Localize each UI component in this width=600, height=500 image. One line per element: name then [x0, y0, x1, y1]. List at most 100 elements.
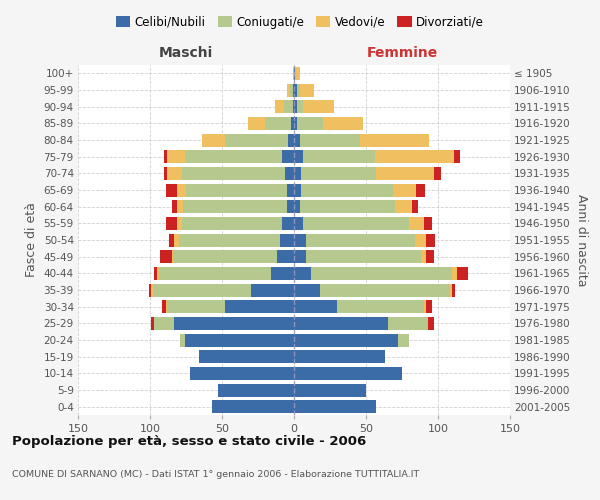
Bar — [295, 67, 300, 80]
Bar — [175, 317, 294, 330]
Bar — [202, 134, 225, 146]
Bar — [294, 217, 302, 230]
Y-axis label: Anni di nascita: Anni di nascita — [575, 194, 587, 286]
Bar — [164, 167, 167, 180]
Bar — [212, 400, 294, 413]
Bar — [427, 250, 434, 263]
Bar — [454, 150, 460, 163]
Bar — [320, 284, 449, 296]
Bar — [167, 150, 185, 163]
Bar — [294, 117, 297, 130]
Bar — [178, 200, 183, 213]
Bar — [409, 217, 424, 230]
Bar — [271, 267, 294, 280]
Bar — [424, 300, 427, 313]
Bar — [457, 267, 468, 280]
Bar — [178, 184, 186, 196]
Bar — [297, 84, 300, 96]
Bar — [175, 234, 179, 246]
Bar — [300, 84, 314, 96]
Bar — [374, 150, 454, 163]
Bar — [182, 217, 283, 230]
Bar — [294, 400, 376, 413]
Bar — [294, 184, 301, 196]
Bar — [360, 134, 430, 146]
Bar — [294, 67, 295, 80]
Bar — [248, 117, 265, 130]
Bar — [412, 200, 418, 213]
Bar — [294, 100, 297, 113]
Bar — [294, 300, 337, 313]
Text: Popolazione per età, sesso e stato civile - 2006: Popolazione per età, sesso e stato civil… — [12, 435, 366, 448]
Bar — [160, 250, 172, 263]
Bar — [297, 100, 302, 113]
Bar — [394, 184, 416, 196]
Text: COMUNE DI SARNANO (MC) - Dati ISTAT 1° gennaio 2006 - Elaborazione TUTTITALIA.IT: COMUNE DI SARNANO (MC) - Dati ISTAT 1° g… — [12, 470, 419, 479]
Bar — [283, 150, 294, 163]
Bar — [151, 317, 154, 330]
Bar — [287, 84, 290, 96]
Bar — [427, 300, 432, 313]
Bar — [151, 284, 153, 296]
Bar — [415, 234, 427, 246]
Bar — [161, 300, 166, 313]
Legend: Celibi/Nubili, Coniugati/e, Vedovi/e, Divorziati/e: Celibi/Nubili, Coniugati/e, Vedovi/e, Di… — [111, 11, 489, 34]
Bar — [428, 317, 434, 330]
Bar — [293, 100, 294, 113]
Bar — [337, 300, 424, 313]
Bar — [294, 384, 366, 396]
Bar — [294, 200, 300, 213]
Bar — [424, 217, 432, 230]
Bar — [294, 84, 297, 96]
Bar — [158, 267, 271, 280]
Bar — [294, 284, 320, 296]
Bar — [179, 234, 280, 246]
Bar — [416, 184, 425, 196]
Bar — [452, 284, 455, 296]
Bar — [395, 200, 412, 213]
Bar — [305, 234, 415, 246]
Bar — [286, 167, 294, 180]
Bar — [167, 167, 182, 180]
Bar — [388, 317, 428, 330]
Bar — [323, 117, 363, 130]
Bar — [293, 84, 294, 96]
Bar — [300, 200, 395, 213]
Bar — [288, 134, 294, 146]
Bar — [376, 167, 434, 180]
Bar — [300, 134, 360, 146]
Bar — [294, 150, 302, 163]
Bar — [311, 267, 452, 280]
Bar — [164, 150, 167, 163]
Bar — [421, 250, 427, 263]
Bar — [185, 334, 294, 346]
Bar — [218, 384, 294, 396]
Bar — [166, 184, 178, 196]
Bar — [265, 117, 291, 130]
Bar — [302, 100, 334, 113]
Bar — [182, 167, 286, 180]
Bar — [277, 250, 294, 263]
Bar — [183, 200, 287, 213]
Bar — [172, 200, 178, 213]
Bar — [294, 334, 398, 346]
Bar — [434, 167, 441, 180]
Text: Femmine: Femmine — [367, 46, 437, 60]
Bar — [293, 67, 294, 80]
Bar — [294, 267, 311, 280]
Bar — [283, 217, 294, 230]
Bar — [199, 350, 294, 363]
Bar — [452, 267, 457, 280]
Bar — [284, 100, 293, 113]
Bar — [153, 284, 251, 296]
Bar — [172, 250, 173, 263]
Bar — [166, 300, 167, 313]
Bar — [185, 150, 283, 163]
Bar — [294, 317, 388, 330]
Bar — [294, 367, 402, 380]
Bar — [149, 284, 151, 296]
Bar — [398, 334, 409, 346]
Bar — [291, 117, 294, 130]
Bar — [427, 234, 435, 246]
Bar — [449, 284, 452, 296]
